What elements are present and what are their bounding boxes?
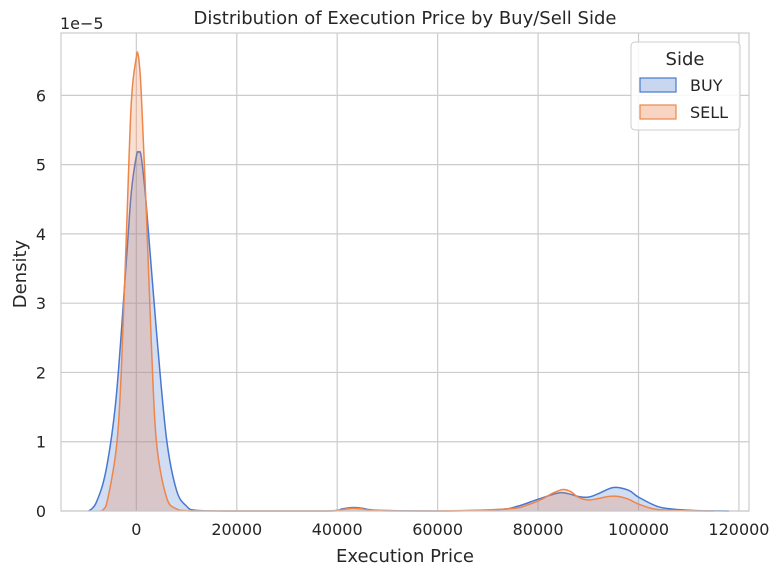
x-tick-label: 60000 — [412, 520, 463, 539]
density-line-sell — [100, 51, 714, 512]
tick-labels: 0 20000 40000 60000 80000 100000 120000 0 1 2 3 4 5 6 — [36, 86, 770, 539]
legend-swatch-buy — [639, 77, 677, 93]
y-tick-label: 5 — [36, 156, 46, 175]
y-tick-label: 4 — [36, 225, 46, 244]
y-tick-label: 6 — [36, 86, 46, 105]
y-offset-label: 1e−5 — [60, 14, 104, 33]
plot-border — [60, 32, 750, 512]
y-axis-label: Density — [10, 239, 31, 308]
x-tick-label: 20000 — [211, 520, 262, 539]
density-area-buy — [88, 151, 729, 511]
x-tick-label: 40000 — [312, 520, 363, 539]
plot-frame — [60, 32, 750, 512]
x-tick-label: 100000 — [608, 520, 669, 539]
legend-swatch-sell — [639, 104, 677, 120]
x-tick-label: 120000 — [708, 520, 769, 539]
legend-label-buy: BUY — [690, 76, 723, 95]
chart-title: Distribution of Execution Price by Buy/S… — [194, 8, 617, 29]
x-tick-label: 80000 — [513, 520, 564, 539]
series-layer — [88, 51, 729, 512]
legend: Side BUY SELL — [630, 41, 741, 131]
legend-title: Side — [666, 49, 705, 70]
y-tick-label: 2 — [36, 363, 46, 382]
x-tick-label: 0 — [131, 520, 141, 539]
y-tick-label: 0 — [36, 502, 46, 521]
y-tick-label: 1 — [36, 433, 46, 452]
y-tick-label: 3 — [36, 294, 46, 313]
x-axis-label: Execution Price — [336, 546, 474, 567]
legend-label-sell: SELL — [690, 103, 728, 122]
